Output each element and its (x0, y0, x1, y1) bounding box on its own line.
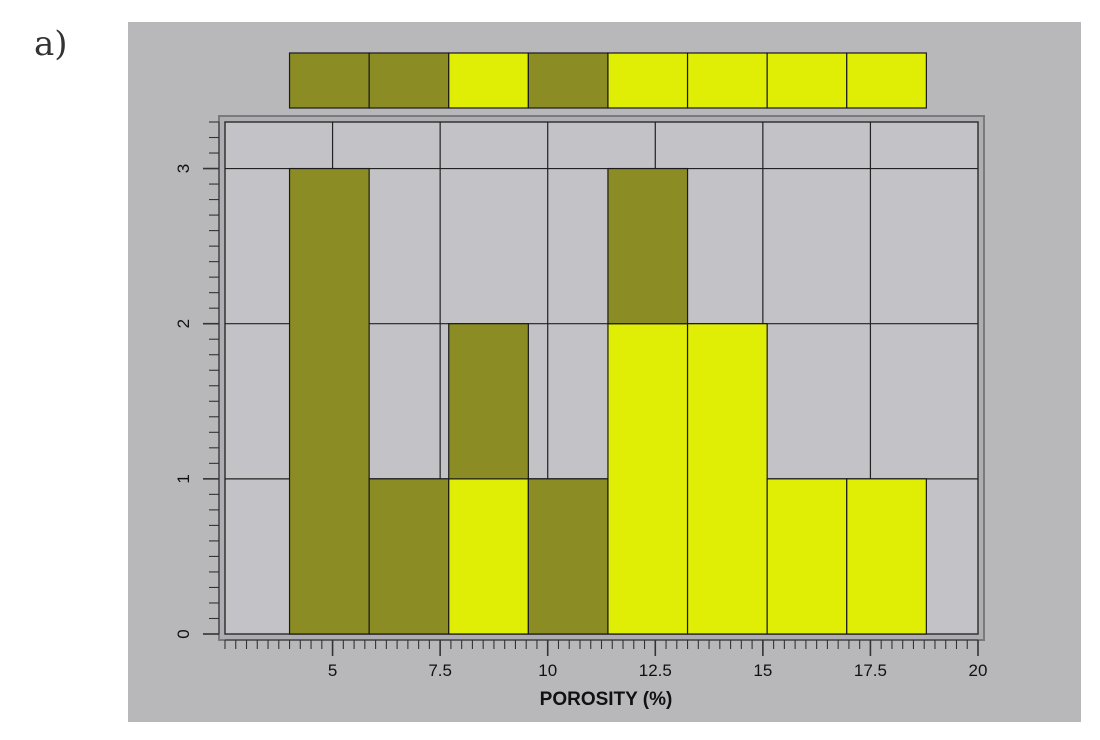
color-strip (288, 52, 927, 109)
bar-bin-3-olive (448, 323, 529, 480)
bar-bin-3-yellow (448, 478, 529, 635)
x-tick-label: 15 (753, 661, 772, 680)
x-tick-label: 7.5 (428, 661, 452, 680)
strip-cell-6 (686, 52, 768, 109)
panel-label: a) (34, 24, 68, 64)
y-axis: 0 1 2 3 (174, 121, 220, 639)
x-tick-label: 20 (969, 661, 988, 680)
strip-cell-5 (607, 52, 689, 109)
x-tick-label: 12.5 (639, 661, 672, 680)
strip-cell-1 (288, 52, 370, 109)
strip-cell-7 (766, 52, 848, 109)
strip-cell-8 (846, 52, 927, 109)
bar-bin-1-olive (288, 167, 370, 635)
x-axis: 5 7.5 10 12.5 15 17.5 20 (224, 639, 988, 680)
bar-bin-4-olive (527, 478, 609, 635)
strip-cell-4 (527, 52, 609, 109)
bar-bin-5-yellow (607, 323, 689, 635)
histogram-chart: 0 1 2 3 5 7.5 10 12.5 15 17.5 20 POROSITY (%) (174, 52, 988, 710)
bar-bin-2-olive (368, 478, 450, 635)
y-tick-label: 3 (174, 164, 193, 173)
x-tick-label: 5 (328, 661, 337, 680)
strip-cell-3 (448, 52, 529, 109)
y-tick-label: 2 (174, 319, 193, 328)
x-tick-label: 10 (538, 661, 557, 680)
strip-cell-2 (368, 52, 450, 109)
bar-bin-7-yellow (766, 478, 848, 635)
x-tick-label: 17.5 (854, 661, 887, 680)
bar-bin-8-yellow (846, 478, 927, 635)
y-tick-label: 1 (174, 474, 193, 483)
x-axis-title: POROSITY (%) (540, 689, 673, 710)
bar-bin-5-olive (607, 167, 689, 325)
bar-bin-6-yellow (686, 323, 768, 635)
chart-figure: 0 1 2 3 5 7.5 10 12.5 15 17.5 20 POROSITY (%) (128, 22, 1081, 722)
y-tick-label: 0 (174, 629, 193, 638)
bars (288, 167, 927, 635)
